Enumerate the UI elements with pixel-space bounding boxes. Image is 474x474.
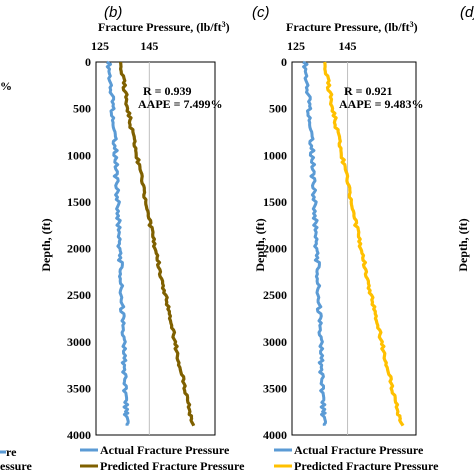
right-panel-y-axis-fragment: Depth, (ft) <box>456 218 470 271</box>
y-tick-labels: 0 500 1000 1500 2000 2500 3000 3500 4000 <box>67 55 91 442</box>
series-line-predicted <box>323 61 405 427</box>
y-tick-labels: 0 500 1000 1500 2000 2500 3000 3500 4000 <box>263 55 287 442</box>
panel-label-b: (b) <box>104 4 122 21</box>
plot-frame <box>291 61 417 436</box>
x-tick-labels: 125 145 <box>91 39 158 53</box>
stat-aape: AAPE = 7.499% <box>138 97 223 111</box>
left-legend-fragment-2: essure <box>0 459 32 473</box>
y-axis-label: Depth, (ft) <box>39 218 53 271</box>
stat-aape: AAPE = 9.483% <box>339 97 424 111</box>
y-tick-label: 3500 <box>263 381 287 395</box>
left-panel-fragment: % re essure <box>0 79 32 473</box>
y-tick-label: 1500 <box>263 195 287 209</box>
y-tick-label: 3000 <box>67 335 91 349</box>
series-lines <box>302 60 405 427</box>
plot-frame <box>95 61 216 436</box>
y-tick-label: 0 <box>85 55 91 69</box>
left-legend-fragment-1: re <box>6 445 17 459</box>
y-tick-label: 4000 <box>263 428 287 442</box>
x-tick-labels: 125 145 <box>287 39 357 53</box>
chart-title: Fracture Pressure, (lb/ft3) <box>98 20 230 34</box>
chart-title: Fracture Pressure, (lb/ft3) <box>286 20 418 34</box>
y-tick-label: 1000 <box>263 148 287 162</box>
y-tick-label: 2000 <box>263 242 287 256</box>
y-tick-label: 3000 <box>263 335 287 349</box>
legend-predicted: Predicted Fracture Pressure <box>294 459 439 473</box>
y-tick-label: 500 <box>269 102 287 116</box>
chart-panel-b: Fracture Pressure, (lb/ft3) Depth, (ft) … <box>39 20 245 473</box>
panel-label-d: (d) <box>460 4 474 21</box>
x-tick-label: 125 <box>287 39 305 53</box>
panel-label-c: (c) <box>252 4 270 21</box>
x-tick-label: 145 <box>140 39 158 53</box>
y-tick-label: 0 <box>281 55 287 69</box>
y-tick-label: 2500 <box>67 288 91 302</box>
y-tick-label: 1000 <box>67 148 91 162</box>
y-tick-label: 3500 <box>67 381 91 395</box>
x-tick-label: 125 <box>91 39 109 53</box>
chart-panel-c: Fracture Pressure, (lb/ft3) Depth, (ft) … <box>253 20 439 473</box>
left-aape-fragment: % <box>0 79 12 93</box>
legend: Actual Fracture Pressure Predicted Fract… <box>80 443 245 473</box>
y-axis-label: Depth, (ft) <box>253 218 267 271</box>
series-line-actual <box>302 60 327 426</box>
y-tick-label: 1500 <box>67 195 91 209</box>
y-tick-label: 2500 <box>263 288 287 302</box>
stat-r: R = 0.939 <box>143 84 192 98</box>
stat-r: R = 0.921 <box>344 84 393 98</box>
series-line-predicted <box>118 61 196 427</box>
series-line-actual <box>105 60 130 426</box>
legend-actual: Actual Fracture Pressure <box>294 443 424 457</box>
legend-predicted: Predicted Fracture Pressure <box>100 459 245 473</box>
y-tick-label: 4000 <box>67 428 91 442</box>
legend: Actual Fracture Pressure Predicted Fract… <box>274 443 439 473</box>
series-lines <box>105 60 196 427</box>
legend-actual: Actual Fracture Pressure <box>100 443 230 457</box>
x-tick-label: 145 <box>339 39 357 53</box>
y-tick-label: 2000 <box>67 242 91 256</box>
y-tick-label: 500 <box>73 102 91 116</box>
